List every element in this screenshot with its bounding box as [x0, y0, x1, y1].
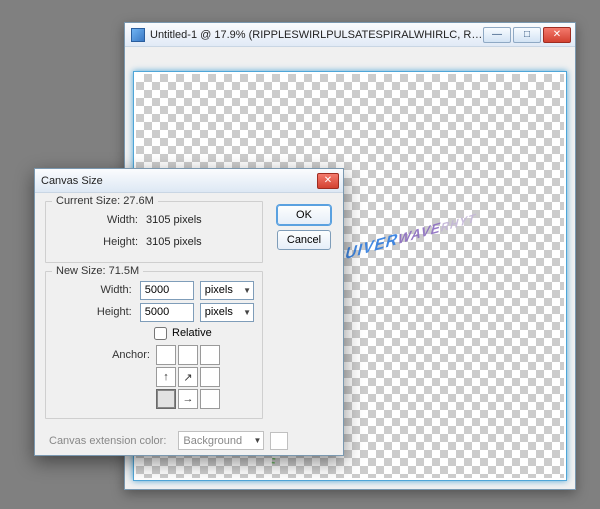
dialog-titlebar: Canvas Size ✕ [35, 169, 343, 193]
anchor-cell-mr[interactable] [200, 367, 220, 387]
dialog-buttons: OK Cancel [277, 205, 331, 250]
anchor-label: Anchor: [110, 345, 150, 361]
extension-color-combo[interactable]: Background ▼ [178, 431, 264, 450]
extension-color-value: Background [183, 435, 242, 447]
current-size-legend: Current Size: 27.6M [52, 195, 158, 207]
cancel-button[interactable]: Cancel [277, 230, 331, 250]
maximize-button[interactable]: □ [513, 27, 541, 43]
height-unit-value: pixels [205, 306, 233, 318]
chevron-down-icon: ▼ [253, 436, 261, 445]
new-size-group: New Size: 71.5M Width: pixels ▼ Height: … [45, 271, 263, 419]
extension-color-row: Canvas extension color: Background ▼ [45, 427, 333, 450]
chevron-down-icon: ▼ [243, 308, 251, 317]
current-height-value: 3105 pixels [146, 236, 202, 248]
document-title: Untitled-1 @ 17.9% (RIPPLESWIRLPULSATESP… [150, 29, 483, 41]
anchor-cell-tl[interactable] [156, 345, 176, 365]
ok-button[interactable]: OK [277, 205, 331, 225]
relative-checkbox[interactable] [154, 327, 167, 340]
current-width-label: Width: [54, 214, 146, 226]
anchor-cell-ml[interactable]: ↑ [156, 367, 176, 387]
new-width-label: Width: [54, 284, 140, 296]
current-width-value: 3105 pixels [146, 214, 202, 226]
height-unit-combo[interactable]: pixels ▼ [200, 303, 254, 322]
anchor-cell-mm[interactable]: ↗ [178, 367, 198, 387]
current-size-group: Current Size: 27.6M Width: 3105 pixels H… [45, 201, 263, 263]
extension-color-swatch[interactable] [270, 432, 288, 450]
anchor-grid[interactable]: ↑ ↗ → [156, 345, 220, 409]
anchor-cell-tr[interactable] [200, 345, 220, 365]
document-titlebar: Untitled-1 @ 17.9% (RIPPLESWIRLPULSATESP… [125, 23, 575, 47]
dialog-body: OK Cancel Current Size: 27.6M Width: 310… [35, 193, 343, 458]
width-unit-combo[interactable]: pixels ▼ [200, 281, 254, 300]
minimize-button[interactable]: — [483, 27, 511, 43]
new-height-field[interactable] [140, 303, 194, 322]
window-buttons: — □ ✕ [483, 27, 571, 43]
anchor-cell-tm[interactable] [178, 345, 198, 365]
chevron-down-icon: ▼ [243, 286, 251, 295]
close-button[interactable]: ✕ [543, 27, 571, 43]
app-icon [131, 28, 145, 42]
relative-label: Relative [172, 327, 212, 339]
anchor-cell-bm[interactable]: → [178, 389, 198, 409]
anchor-cell-br[interactable] [200, 389, 220, 409]
current-height-label: Height: [54, 236, 146, 248]
dialog-title: Canvas Size [41, 175, 317, 187]
canvas-size-dialog: Canvas Size ✕ OK Cancel Current Size: 27… [34, 168, 344, 456]
new-width-field[interactable] [140, 281, 194, 300]
new-height-label: Height: [54, 306, 140, 318]
width-unit-value: pixels [205, 284, 233, 296]
extension-color-label: Canvas extension color: [49, 435, 166, 447]
dialog-close-button[interactable]: ✕ [317, 173, 339, 189]
dialog-window-buttons: ✕ [317, 173, 339, 189]
anchor-cell-bl[interactable] [156, 389, 176, 409]
new-size-legend: New Size: 71.5M [52, 265, 143, 277]
